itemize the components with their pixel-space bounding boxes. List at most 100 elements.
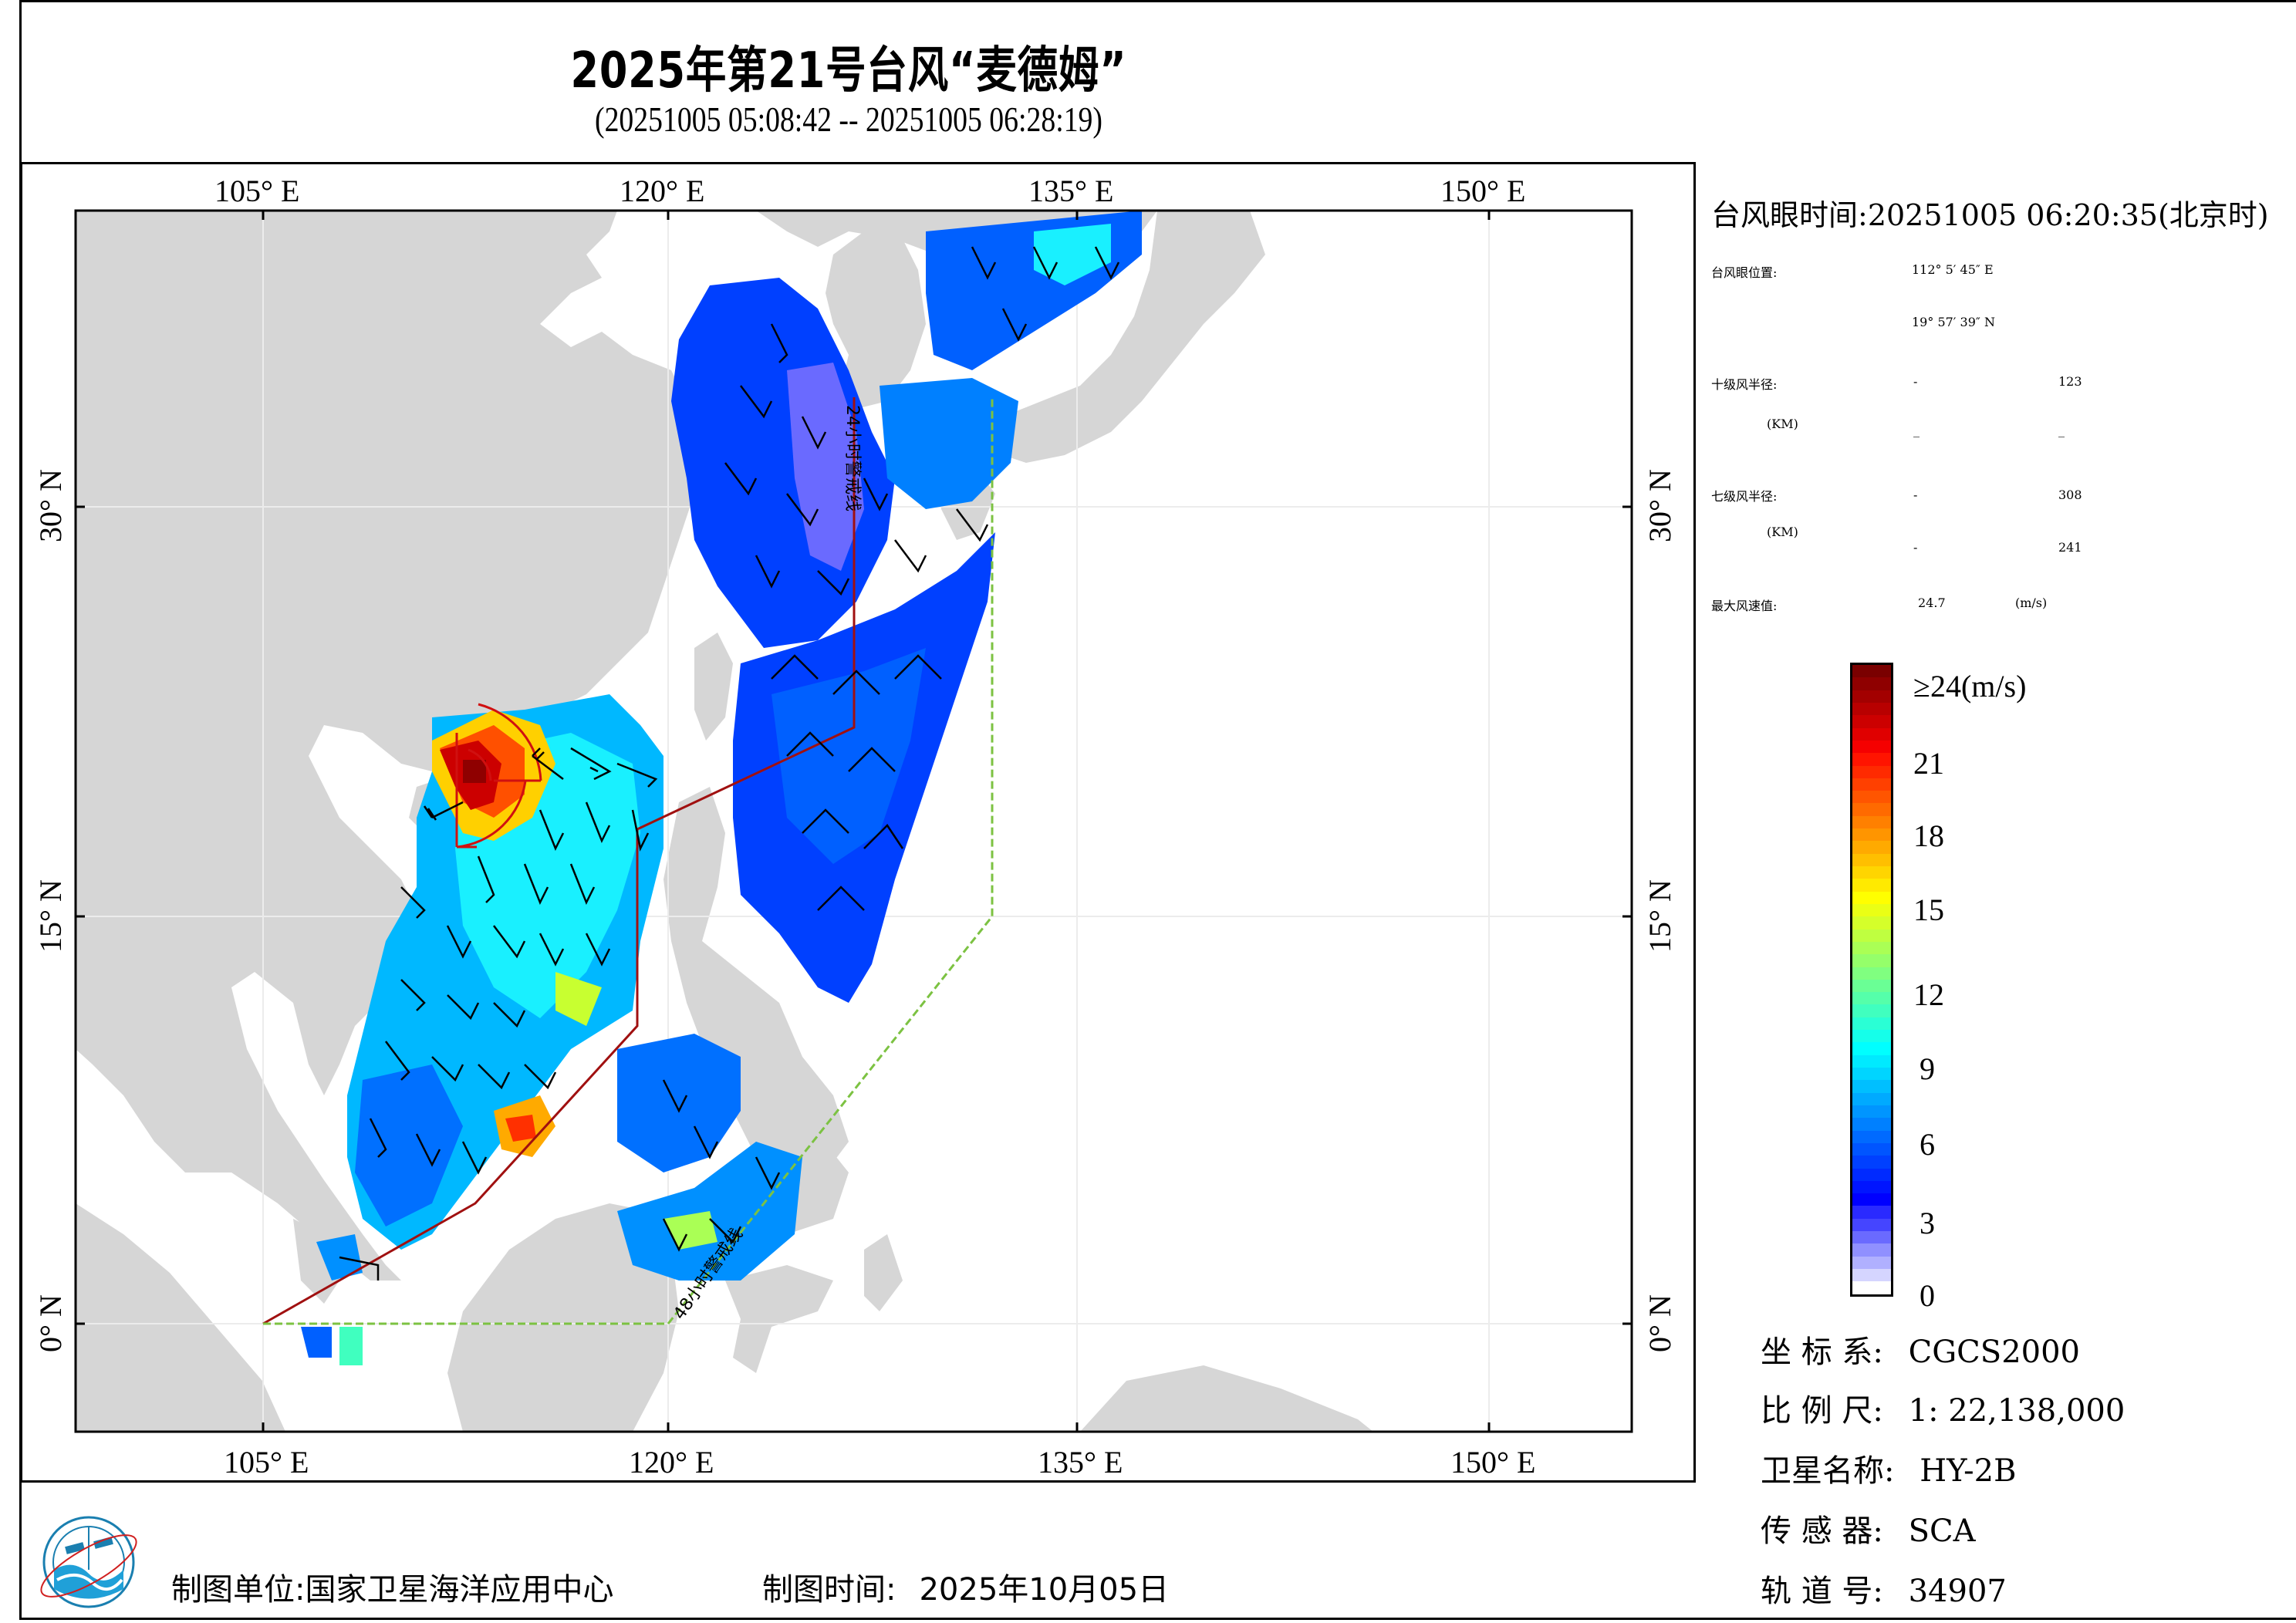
satellite-label: 卫星名称: (1761, 1453, 1895, 1489)
colorbar-segment (1852, 929, 1891, 942)
scale-value: 1: 22,138,000 (1908, 1393, 2125, 1429)
colorbar-segment (1852, 1030, 1891, 1043)
scale-label: 比 例 尺: (1761, 1393, 1883, 1429)
top-lon-label-150: 150° E (1440, 174, 1526, 208)
satellite-value: HY-2B (1920, 1453, 2017, 1489)
satellite-row: 卫星名称: HY-2B (1761, 1446, 2016, 1490)
producer-value: 国家卫星海洋应用中心 (305, 1572, 614, 1608)
colorbar-segment (1852, 1180, 1891, 1194)
eye-longitude: 112° 5′ 45″ E (1912, 262, 1994, 277)
sensor-value: SCA (1908, 1513, 1976, 1549)
production-date: 制图时间: 2025年10月05日 (762, 1564, 1169, 1609)
colorbar-segment (1852, 954, 1891, 967)
colorbar-segment (1852, 1118, 1891, 1131)
colorbar-segment (1852, 1218, 1891, 1232)
time-range: (20251005 05:08:42 -- 20251005 06:28:19) (595, 100, 1102, 139)
r10-value-sw: _ (1913, 423, 1920, 437)
crs-value: CGCS2000 (1908, 1335, 2080, 1370)
eye-position-label: 台风眼位置: (1711, 265, 1778, 280)
colorbar-segment (1852, 1142, 1891, 1156)
colorbar-segment (1852, 1105, 1891, 1119)
colorbar-segment (1852, 1206, 1891, 1219)
colorbar-segment (1852, 903, 1891, 917)
colorbar-segment (1852, 1193, 1891, 1206)
max-wind-unit: (m/s) (2015, 596, 2048, 610)
max-wind-value: 24.7 (1918, 596, 1946, 610)
r7-value-ne: - (1913, 488, 1918, 502)
orbit-row: 轨 道 号: 34907 (1761, 1566, 2007, 1611)
colorbar-segment (1852, 727, 1891, 741)
r10-label: 十级风半径: (1711, 377, 1778, 392)
colorbar-segment (1852, 803, 1891, 816)
wind-speed-colorbar (1850, 663, 1893, 1297)
colorbar-segment (1852, 1243, 1891, 1257)
map-inner-frame (74, 209, 1633, 1433)
r7-unit: (KM) (1767, 525, 1798, 539)
crs-row: 坐 标 系: CGCS2000 (1761, 1327, 2080, 1372)
colorbar-segment (1852, 979, 1891, 993)
top-lon-label-120: 120° E (620, 174, 705, 208)
max-wind-label: 最大风速值: (1711, 599, 1778, 613)
bottom-lon-label-105: 105° E (224, 1445, 309, 1480)
colorbar-segment (1852, 916, 1891, 930)
r7-label: 七级风半径: (1711, 489, 1778, 504)
colorbar-segment (1852, 740, 1891, 754)
colorbar-label-15: 15 (1913, 892, 1944, 927)
colorbar-segment (1852, 753, 1891, 766)
colorbar-segment (1852, 791, 1891, 804)
scale-row: 比 例 尺: 1: 22,138,000 (1761, 1385, 2125, 1430)
wind-barbs (339, 246, 1120, 1281)
map-frame (20, 162, 1696, 1483)
orbit-label: 轨 道 号: (1761, 1574, 1883, 1609)
colorbar-segment (1852, 665, 1891, 678)
warning-line-48h (263, 397, 994, 1325)
colorbar-segment (1852, 815, 1891, 829)
bottom-lon-label-135: 135° E (1038, 1445, 1123, 1480)
production-date-label: 制图时间: (762, 1572, 896, 1608)
colorbar-segment (1852, 778, 1891, 791)
eye-time-label: 台风眼时间: (1711, 198, 1868, 232)
producer: 制图单位:国家卫星海洋应用中心 (171, 1564, 613, 1609)
colorbar-label-0: 0 (1920, 1278, 1935, 1313)
colorbar-segment (1852, 1281, 1891, 1294)
axis-ticks (76, 211, 1632, 1432)
r7-value-se: 308 (2058, 488, 2082, 502)
colorbar-label-12: 12 (1913, 977, 1944, 1012)
producer-label: 制图单位: (171, 1572, 306, 1608)
colorbar-segment (1852, 1168, 1891, 1181)
colorbar-segment (1852, 1256, 1891, 1269)
colorbar-segment (1852, 1017, 1891, 1031)
r10-value-nw: _ (2058, 423, 2065, 437)
colorbar-segment (1852, 677, 1891, 690)
colorbar-segment (1852, 690, 1891, 703)
colorbar-segment (1852, 891, 1891, 904)
colorbar-segment (1852, 1269, 1891, 1282)
colorbar-segment (1852, 1080, 1891, 1093)
sensor-row: 传 感 器: SCA (1761, 1506, 1976, 1550)
eye-latitude: 19° 57′ 39″ N (1912, 315, 1995, 329)
r10-value-ne: - (1913, 374, 1918, 389)
crs-label: 坐 标 系: (1761, 1335, 1883, 1370)
colorbar-segment (1852, 992, 1891, 1005)
colorbar-segment (1852, 866, 1891, 879)
nsoas-logo (40, 1516, 137, 1608)
colorbar-label-21: 21 (1913, 746, 1944, 781)
colorbar-segment (1852, 1092, 1891, 1105)
sensor-label: 传 感 器: (1761, 1513, 1883, 1549)
orbit-value: 34907 (1908, 1574, 2007, 1609)
colorbar-label-24: ≥24(m/s) (1913, 669, 2027, 704)
colorbar-label-9: 9 (1920, 1051, 1935, 1086)
r7-value-nw: 241 (2058, 540, 2082, 555)
r10-unit: (KM) (1767, 417, 1798, 431)
colorbar-segment (1852, 765, 1891, 778)
colorbar-segment (1852, 1231, 1891, 1244)
bottom-lon-label-120: 120° E (629, 1445, 714, 1480)
colorbar-segment (1852, 841, 1891, 854)
colorbar-segment (1852, 702, 1891, 716)
colorbar-label-3: 3 (1920, 1206, 1935, 1240)
production-date-value: 2025年10月05日 (919, 1572, 1170, 1608)
chart-title: 2025年第21号台风“麦德姆” (570, 42, 1127, 100)
colorbar-segment (1852, 1156, 1891, 1169)
wind-radius-quadrants (455, 703, 542, 849)
